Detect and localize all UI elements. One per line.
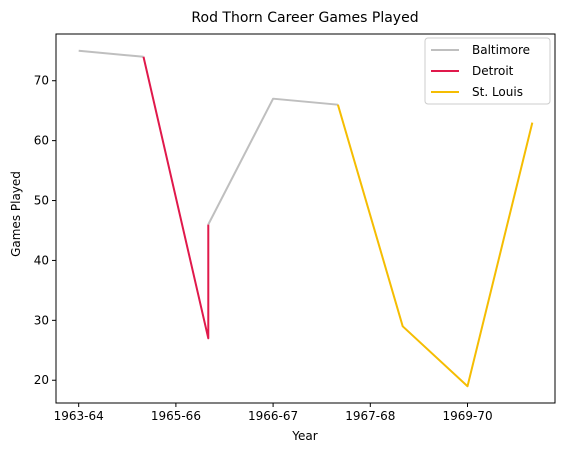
y-tick-label: 60 [34, 134, 49, 148]
x-axis-label: Year [291, 429, 317, 443]
x-tick-label: 1969-70 [442, 409, 492, 423]
plot-area: 1963-64 1965-66 1966-67 1967-68 1969-70 20 30 4… [34, 33, 556, 423]
chart-title: Rod Thorn Career Games Played [191, 10, 418, 26]
x-tick-label: 1965-66 [151, 409, 201, 423]
series-line-st-louis-3 [336, 104, 534, 388]
legend-label: St. Louis [472, 85, 523, 99]
y-tick-label: 30 [34, 313, 49, 327]
legend-label: Baltimore [472, 43, 530, 57]
x-tick-label: 1967-68 [345, 409, 395, 423]
legend-label: Detroit [472, 64, 514, 78]
y-tick-label: 50 [34, 194, 49, 208]
legend-box [424, 37, 551, 105]
y-axis-label: Games Played [9, 171, 23, 257]
axes-frame [55, 33, 556, 404]
y-tick-label: 40 [34, 253, 49, 267]
y-tick-label: 20 [34, 373, 49, 387]
y-tick-label: 70 [34, 74, 49, 88]
series-line-detroit-1 [142, 56, 210, 340]
series-line-baltimore-2 [207, 97, 338, 225]
legend: Baltimore Detroit St. Louis [424, 37, 551, 105]
series-line-baltimore-0 [78, 49, 144, 58]
x-tick-label: 1963-64 [54, 409, 104, 423]
x-tick-label: 1966-67 [248, 409, 298, 423]
